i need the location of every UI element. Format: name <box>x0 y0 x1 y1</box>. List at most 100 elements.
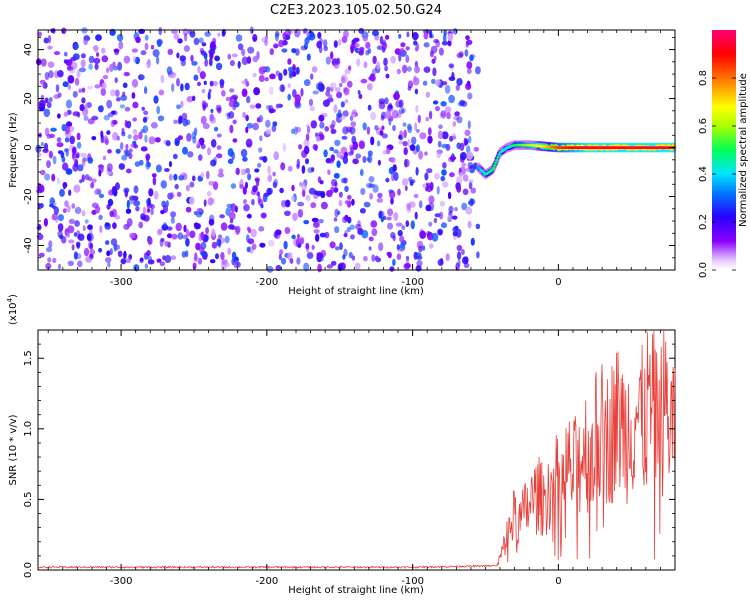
spectrogram-noise-cell <box>242 186 247 195</box>
spectrogram-noise-cell <box>378 242 384 252</box>
spectrogram-noise-cell <box>212 80 218 87</box>
spectrogram-noise-cell <box>258 226 265 232</box>
spectrogram-noise-cell <box>339 242 343 251</box>
spectrogram-noise-cell <box>393 212 399 221</box>
spectrogram-noise-cell <box>318 114 325 122</box>
spectrogram-noise-cell <box>46 160 51 169</box>
spectrogram-noise-cell <box>69 69 76 74</box>
spectrogram-noise-cell <box>89 242 94 250</box>
spectrogram-noise-cell <box>109 28 116 36</box>
spectrogram-noise-cell <box>442 33 447 43</box>
spectrogram-noise-cell <box>126 199 130 209</box>
spectrogram-noise-cell <box>456 142 462 150</box>
spectrogram-noise-cell <box>98 214 103 220</box>
spectrogram-noise-cell <box>387 208 394 217</box>
spectrogram-noise-cell <box>67 84 72 90</box>
spectrogram-noise-cell <box>399 235 405 243</box>
spectrogram-noise-cell <box>192 175 196 182</box>
spectrogram-noise-cell <box>48 150 54 159</box>
spectrogram-noise-cell <box>336 112 343 118</box>
spectrogram-noise-cell <box>275 103 279 110</box>
spectrogram-noise-cell <box>257 162 262 168</box>
spectrogram-noise-cell <box>158 89 165 96</box>
spectrogram-noise-cell <box>254 177 260 182</box>
snr-x-axis: -300 -200 -100 0 <box>47 330 676 587</box>
spectrogram-noise-cell <box>243 204 250 212</box>
spectrogram-noise-cell <box>114 215 121 220</box>
spectrogram-noise-cell <box>299 237 304 245</box>
spectrogram-noise-cell <box>447 191 452 200</box>
spectrogram-noise-cell <box>107 261 111 268</box>
spectrogram-noise-cell <box>302 28 307 34</box>
spectrogram-noise-cell <box>390 232 396 239</box>
spectrogram-noise-cell <box>438 47 444 56</box>
spectrogram-noise-cell <box>306 53 311 61</box>
spectrogram-noise-cell <box>464 49 469 57</box>
spectrogram-noise-cell <box>207 91 211 100</box>
spectrogram-noise-cell <box>291 48 297 54</box>
spectrogram-noise-cell <box>463 137 468 147</box>
spectrogram-noise-cell <box>121 131 126 137</box>
spectrogram-noise-cell <box>385 34 390 40</box>
spectrogram-noise-cell <box>320 201 328 210</box>
spectrogram-noise-cell <box>419 132 427 140</box>
spectrogram-noise-cell <box>283 240 288 250</box>
spectrogram-noise-cell <box>67 75 75 84</box>
spectrogram-noise-cell <box>138 131 143 140</box>
spectrogram-noise-cell <box>381 133 388 139</box>
spectrogram-noise-cell <box>387 222 393 230</box>
spectrogram-noise-cell <box>224 262 230 268</box>
spectrogram-noise-cell <box>37 31 43 37</box>
spectrogram-noise-cell <box>150 44 155 50</box>
spectrogram-noise-cell <box>231 151 236 161</box>
spectrogram-noise-cell <box>329 82 337 89</box>
spectrogram-noise-cell <box>184 82 190 91</box>
spectrogram-noise-cell <box>112 119 118 125</box>
spectrogram-noise-cell <box>175 222 182 232</box>
spectrogram-noise-cell <box>79 67 86 73</box>
spectrogram-noise-cell <box>250 228 257 238</box>
spectrogram-noise-cell <box>193 74 199 81</box>
spectrogram-noise-cell <box>396 244 400 251</box>
spectrogram-noise-cell <box>262 156 268 163</box>
spectrogram-noise-cell <box>329 146 335 152</box>
spectrogram-noise-cell <box>291 234 296 240</box>
spectrogram-noise-cell <box>77 260 83 268</box>
spectrogram-noise-cell <box>441 143 449 149</box>
spectrogram-noise-cell <box>466 68 472 75</box>
spectrogram-noise-cell <box>65 125 70 135</box>
spectrogram-noise-cell <box>374 125 379 131</box>
spectrogram-noise-cell <box>329 241 336 249</box>
spectrogram-noise-cell <box>56 177 61 185</box>
spectrogram-noise-cell <box>259 135 263 142</box>
spectrogram-noise-cell <box>456 244 463 252</box>
spectrogram-noise-cell <box>75 151 80 159</box>
spectrogram-noise-cell <box>306 32 310 37</box>
spectrogram-noise-cell <box>216 145 222 151</box>
spectrogram-noise-cell <box>113 244 121 251</box>
spectrogram-noise-cell <box>166 66 173 75</box>
spectrogram-noise-cell <box>147 236 153 245</box>
spectrogram-noise-cell <box>460 152 467 160</box>
spectrogram-noise-cell <box>390 157 396 163</box>
spectrogram-noise-cell <box>269 73 276 80</box>
spectrogram-noise-cell <box>52 257 57 263</box>
spectrogram-noise-cell <box>358 140 366 150</box>
spectrogram-noise-cell <box>475 223 481 230</box>
spectrogram-noise-cell <box>259 242 266 248</box>
spectrogram-noise-cell <box>125 150 131 157</box>
spectrogram-noise-cell <box>385 177 390 183</box>
spectrogram-noise-cell <box>404 185 408 191</box>
spectrogram-noise-cell <box>240 148 248 158</box>
spectrogram-noise-cell <box>108 189 115 196</box>
spectrogram-noise-cell <box>350 234 355 240</box>
spectrogram-noise-cell <box>190 54 194 62</box>
spectrogram-noise-cell <box>466 151 474 160</box>
spectrogram-noise-cell <box>212 181 219 191</box>
spectrogram-noise-cell <box>432 100 439 105</box>
spectrogram-noise-cell <box>392 164 397 172</box>
spectrogram-noise-cell <box>350 43 356 52</box>
spectrogram-noise-cell <box>63 111 69 117</box>
spectrogram-noise-cell <box>185 184 190 192</box>
spectrogram-noise-cell <box>362 35 368 42</box>
